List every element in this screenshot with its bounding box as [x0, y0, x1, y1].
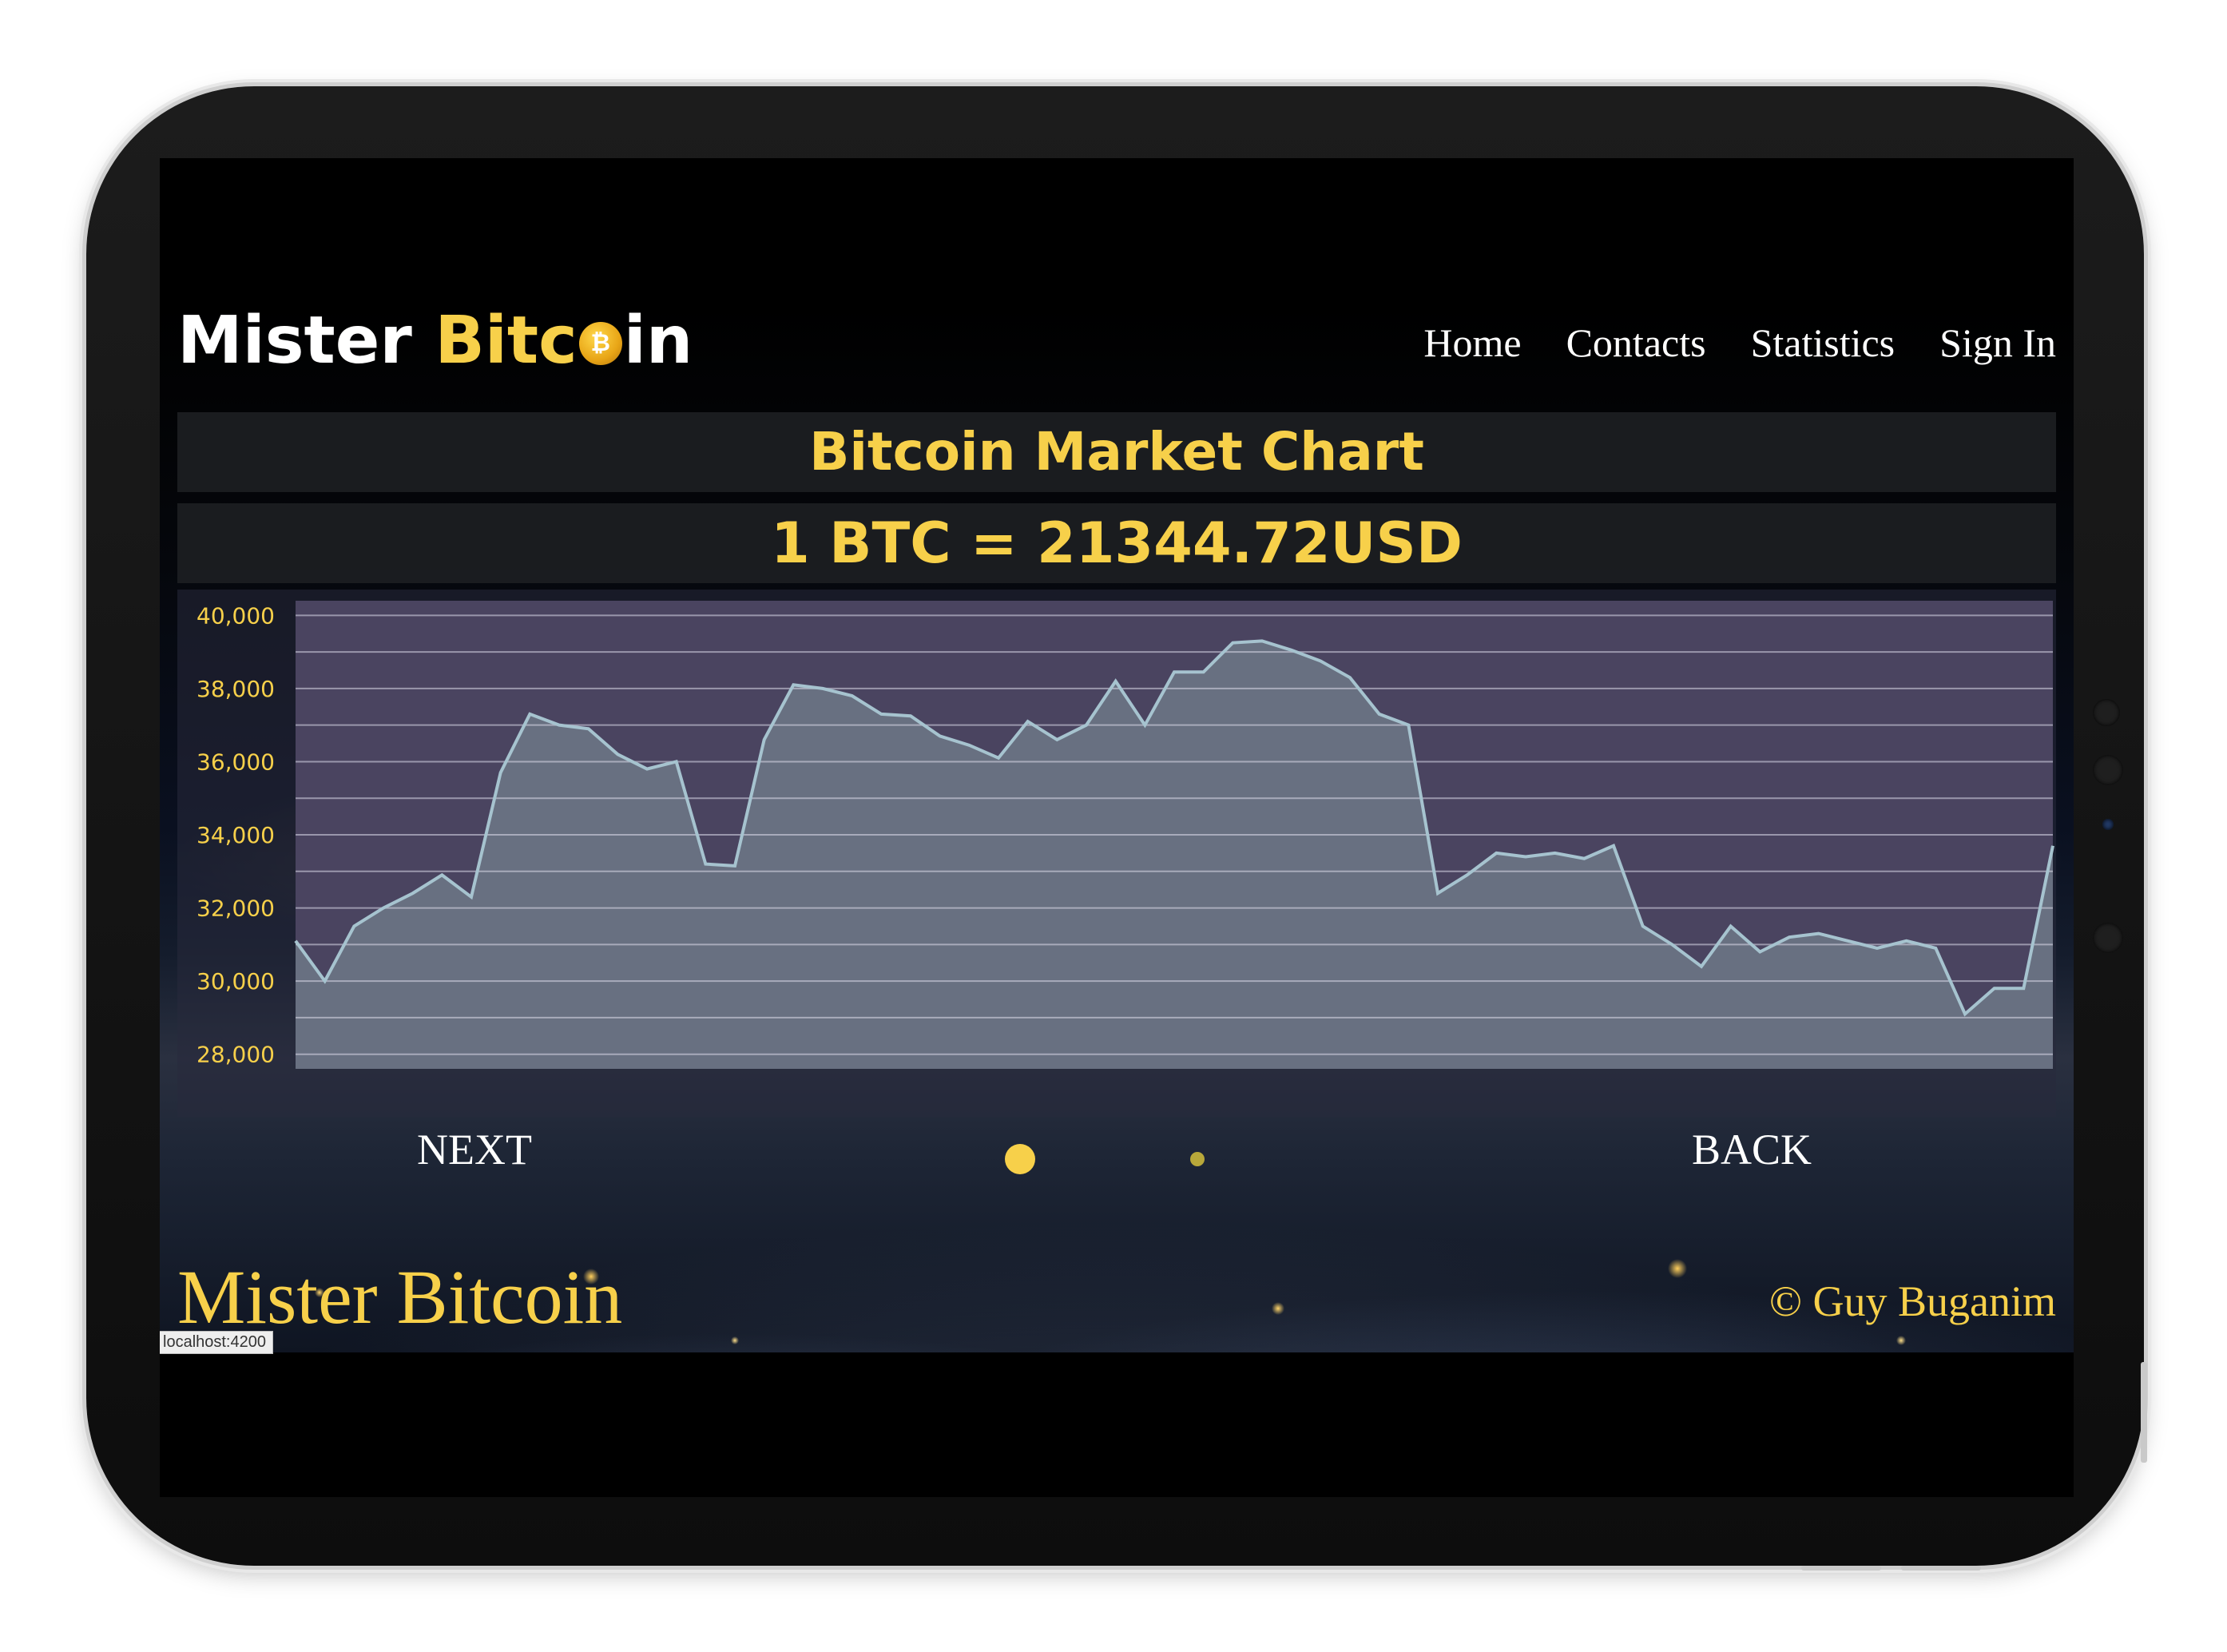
- screen: Mister Bitc ₿ in Home Contacts Statistic…: [160, 158, 2074, 1497]
- power-button: [2141, 1362, 2147, 1463]
- page-dot-inactive[interactable]: [1190, 1152, 1205, 1166]
- pager: NEXT BACK: [160, 1125, 2074, 1189]
- footer-copyright: © Guy Buganim: [1768, 1277, 2056, 1325]
- y-tick-label: 34,000: [196, 822, 275, 848]
- logo-text-white: Mister: [177, 302, 435, 379]
- status-url: localhost:4200: [160, 1331, 273, 1354]
- camera-sensor: [2102, 819, 2114, 830]
- site-logo[interactable]: Mister Bitc ₿ in: [177, 300, 693, 380]
- chart-title: Bitcoin Market Chart: [177, 412, 2056, 492]
- logo-text-yellow: Bitc: [435, 302, 578, 379]
- y-tick-label: 40,000: [196, 602, 275, 629]
- nav-item-home[interactable]: Home: [1423, 320, 1522, 365]
- y-tick-label: 38,000: [196, 676, 275, 702]
- chart-svg: 28,000 30,000 32,000 34,000 36,000 38,000 40,0…: [196, 601, 2054, 1069]
- nav-item-statistics[interactable]: Statistics: [1750, 320, 1896, 365]
- main-nav: Home Contacts Statistics Sign In: [1423, 315, 2056, 371]
- camera-lens-2: [2093, 755, 2123, 785]
- volume-down-button: [1901, 1566, 1981, 1571]
- y-tick-label: 28,000: [196, 1042, 275, 1068]
- next-button[interactable]: NEXT: [417, 1126, 532, 1173]
- bitcoin-coin-icon: ₿: [578, 322, 622, 365]
- btc-rate: 1 BTC = 21344.72USD: [177, 503, 2056, 583]
- price-area: [296, 641, 2053, 1069]
- nav-item-sign-in[interactable]: Sign In: [1939, 320, 2056, 365]
- volume-up-button: [1801, 1566, 1881, 1571]
- y-tick-label: 32,000: [196, 895, 275, 922]
- camera-flash: [2093, 923, 2123, 953]
- back-button[interactable]: BACK: [1692, 1126, 1812, 1173]
- y-tick-label: 30,000: [196, 968, 275, 995]
- city-lights: [160, 1245, 2074, 1352]
- y-tick-label: 36,000: [196, 749, 275, 775]
- page-dot-active[interactable]: [1005, 1144, 1035, 1174]
- footer-title: Mister Bitcoin: [177, 1254, 623, 1340]
- market-chart: 28,000 30,000 32,000 34,000 36,000 38,000 40,0…: [177, 590, 2056, 1117]
- price-line: [294, 639, 2054, 1017]
- logo-text-end: in: [623, 302, 693, 379]
- camera-lens: [2093, 699, 2120, 726]
- nav-item-contacts[interactable]: Contacts: [1566, 320, 1706, 365]
